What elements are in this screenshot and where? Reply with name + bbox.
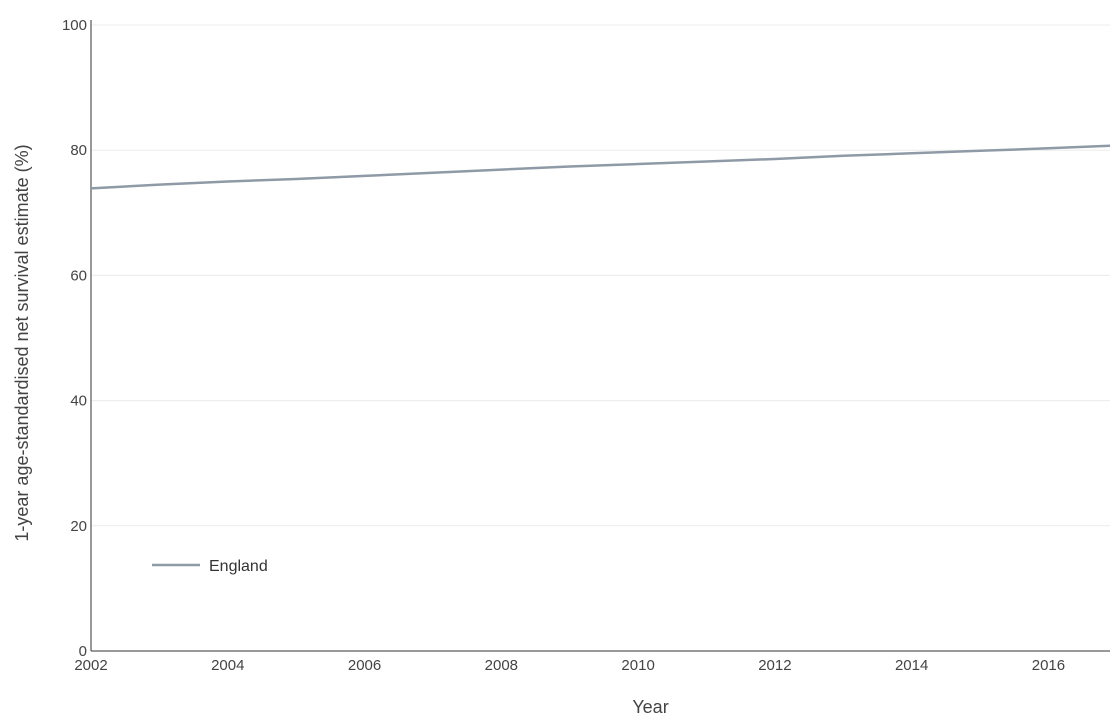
y-axis-title: 1-year age-standardised net survival est… xyxy=(12,144,32,541)
x-tick-label: 2010 xyxy=(621,657,654,674)
y-tick-label: 100 xyxy=(62,17,87,34)
legend: England xyxy=(152,558,268,575)
legend-label: England xyxy=(209,558,268,575)
x-tick-labels: 2002 2004 2006 2008 2010 2012 2014 2016 xyxy=(74,657,1065,674)
y-tick-label: 40 xyxy=(70,393,87,410)
y-tick-label: 60 xyxy=(70,267,87,284)
gridlines xyxy=(91,24,1110,527)
series-lines xyxy=(90,144,1110,190)
x-tick-label: 2012 xyxy=(758,657,791,674)
x-tick-label: 2004 xyxy=(211,657,244,674)
x-axis-title: Year xyxy=(632,697,668,716)
axes xyxy=(90,20,1110,652)
x-tick-label: 2006 xyxy=(348,657,381,674)
y-tick-label: 20 xyxy=(70,518,87,535)
y-tick-labels: 0 20 40 60 80 100 xyxy=(62,17,87,660)
x-tick-label: 2008 xyxy=(485,657,518,674)
y-tick-label: 80 xyxy=(70,142,87,159)
x-tick-label: 2002 xyxy=(74,657,107,674)
x-tick-label: 2014 xyxy=(895,657,928,674)
x-tick-label: 2016 xyxy=(1032,657,1065,674)
y-tick-label: 0 xyxy=(79,643,87,660)
series-line-england xyxy=(90,144,1110,190)
